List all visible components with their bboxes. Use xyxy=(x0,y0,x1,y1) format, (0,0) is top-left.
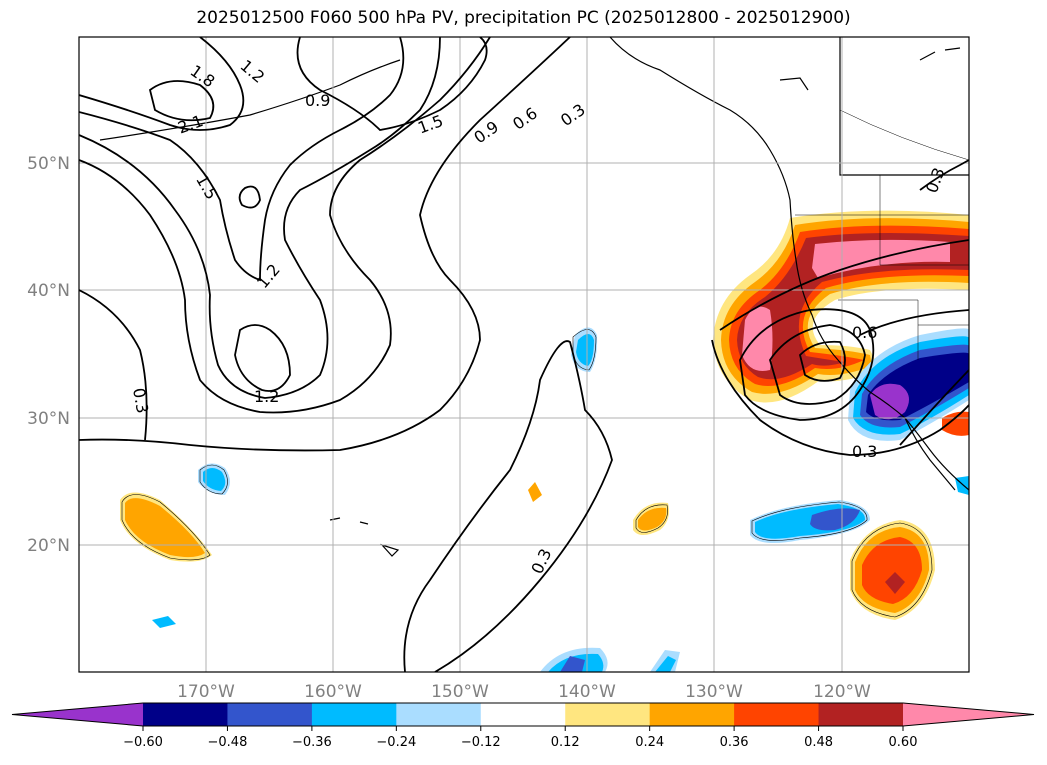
longitude-labels: 170°W 160°W 150°W 140°W 130°W 120°W xyxy=(177,682,871,702)
lon-label-150w: 150°W xyxy=(431,682,489,702)
lon-label-130w: 130°W xyxy=(685,682,743,702)
state-borders xyxy=(795,109,969,360)
lat-label-20n: 20°N xyxy=(27,536,70,556)
latitude-labels: 50°N 40°N 30°N 20°N xyxy=(27,154,70,556)
colorbar-extend-low xyxy=(12,703,143,726)
lat-label-50n: 50°N xyxy=(27,154,70,174)
shading-outlines xyxy=(121,329,933,618)
contour-label: 0.3 xyxy=(852,442,877,461)
contour-label: 1.2 xyxy=(254,387,279,406)
lon-label-120w: 120°W xyxy=(813,682,871,702)
colorbar-tick-label: −0.24 xyxy=(376,735,416,750)
colorbar-tick-label: 0.12 xyxy=(551,735,580,750)
colorbar-swatch xyxy=(311,703,397,726)
lon-label-170w: 170°W xyxy=(177,682,235,702)
lat-label-40n: 40°N xyxy=(27,281,70,301)
colorbar: −0.60 −0.48 −0.36 −0.24 −0.12 0.12 0.24 0.36 0.4… xyxy=(11,702,1035,750)
colorbar-tick-label: −0.60 xyxy=(123,735,163,750)
lat-label-30n: 30°N xyxy=(27,409,70,429)
colorbar-swatch xyxy=(734,703,820,726)
colorbar-extend-high xyxy=(903,703,1034,726)
colorbar-tick-label: 0.60 xyxy=(889,735,918,750)
contour-0-3-main xyxy=(79,37,571,452)
colorbar-swatch xyxy=(480,703,566,726)
colorbar-swatch xyxy=(227,703,313,726)
colorbar-swatch xyxy=(565,703,651,726)
contour-label: 0.9 xyxy=(305,91,330,110)
colorbar-swatch xyxy=(396,703,482,726)
lon-label-140w: 140°W xyxy=(558,682,616,702)
colorbar-tick-label: 0.36 xyxy=(720,735,749,750)
colorbar-swatch xyxy=(143,703,228,726)
contour-label: 0.3 xyxy=(129,386,152,414)
map-title: 2025012500 F060 500 hPa PV, precipitatio… xyxy=(196,8,851,28)
colorbar-tick-label: −0.36 xyxy=(292,735,332,750)
colorbar-swatch xyxy=(649,703,735,726)
map-frame xyxy=(78,36,970,673)
colorbar-tick-label: 0.48 xyxy=(804,735,833,750)
contour-label: 0.6 xyxy=(852,323,877,342)
colorbar-tick-label: −0.12 xyxy=(461,735,501,750)
colorbar-tick-label: −0.48 xyxy=(208,735,248,750)
colorbar-tick-label: 0.24 xyxy=(635,735,664,750)
pv-contours xyxy=(79,37,969,672)
map-area: 1.8 1.2 0.9 2.1 1.5 1.5 0.9 0.6 0.3 1.2 … xyxy=(79,37,969,672)
colorbar-swatch xyxy=(818,703,904,726)
lon-label-160w: 160°W xyxy=(304,682,362,702)
precip-shading xyxy=(120,210,969,672)
